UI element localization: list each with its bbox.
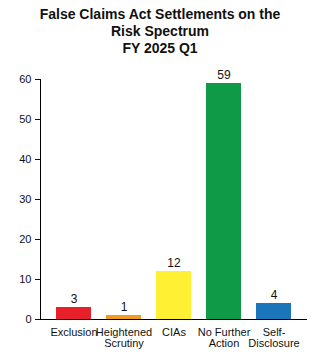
svg-text:40: 40	[19, 153, 31, 165]
svg-text:60: 60	[19, 73, 31, 85]
svg-text:30: 30	[19, 193, 31, 205]
svg-text:HeightenedScrutiny: HeightenedScrutiny	[96, 326, 152, 349]
svg-text:20: 20	[19, 233, 31, 245]
svg-text:50: 50	[19, 113, 31, 125]
svg-text:3: 3	[71, 292, 78, 306]
html-text:FY 2025 Q1: FY 2025 Q1	[122, 40, 198, 56]
svg-text:4: 4	[271, 288, 278, 302]
svg-text:0: 0	[25, 313, 31, 325]
svg-text:12: 12	[167, 256, 181, 270]
svg-text:CIAs: CIAs	[162, 326, 186, 338]
svg-text:59: 59	[217, 68, 231, 82]
html-text:False Claims Act Settlements o: False Claims Act Settlements on the Risk…	[39, 6, 281, 39]
svg-text:10: 10	[19, 273, 31, 285]
svg-text:Self-Disclosure: Self-Disclosure	[248, 326, 299, 349]
svg-text:Exclusion: Exclusion	[50, 326, 97, 338]
svg-text:No FurtherAction: No FurtherAction	[198, 326, 251, 349]
svg-text:1: 1	[121, 300, 128, 314]
